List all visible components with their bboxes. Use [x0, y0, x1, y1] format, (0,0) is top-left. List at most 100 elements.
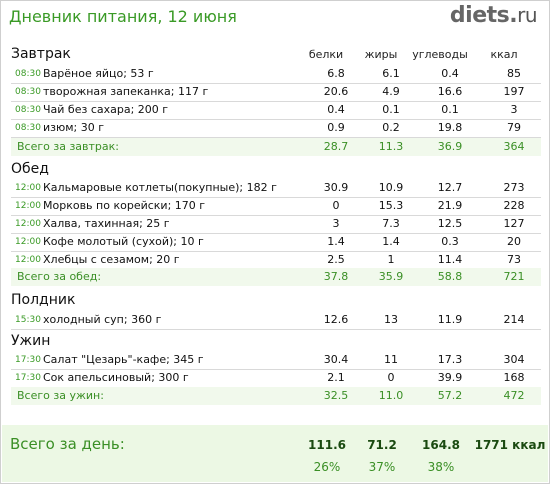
meal-title-snack: Полдник	[11, 292, 76, 308]
carbs-total: 57.2	[437, 389, 463, 402]
carbs-value: 0.3	[441, 235, 459, 248]
fat-value: 1.4	[382, 235, 400, 248]
table-row[interactable]: 12:00 Кофе молотый (сухой); 10 г 1.4 1.4…	[11, 233, 541, 252]
meal-title-breakfast: Завтрак	[11, 46, 71, 62]
kcal-value: 304	[503, 353, 525, 366]
time: 08:30	[15, 123, 41, 133]
logo-tld: ru	[517, 3, 537, 27]
table-row[interactable]: 15:30 холодный суп; 360 г 12.6 13 11.9 2…	[11, 311, 541, 330]
food-name: Морковь по корейски; 170 г	[43, 199, 206, 212]
fat-value: 1	[387, 253, 395, 266]
fat-value: 7.3	[382, 217, 400, 230]
carbs-value: 11.9	[437, 313, 463, 326]
time: 12:00	[15, 255, 41, 265]
time: 12:00	[15, 201, 41, 211]
protein-value: 2.1	[327, 371, 345, 384]
protein-value: 6.8	[327, 67, 345, 80]
table-row[interactable]: 08:30 изюм; 30 г 0.9 0.2 19.8 79	[11, 119, 541, 138]
protein-value: 0.9	[327, 121, 345, 134]
fat-total: 35.9	[378, 270, 404, 283]
meal-total-row: Всего за обед: 37.8 35.9 58.8 721	[11, 268, 541, 286]
logo-dot: .	[509, 3, 518, 28]
food-name: Хлебцы с сезамом; 20 г	[43, 253, 180, 266]
protein-value: 12.6	[323, 313, 349, 326]
table-row[interactable]: 12:00 Морковь по корейски; 170 г 0 15.3 …	[11, 197, 541, 216]
kcal-value: 127	[503, 217, 525, 230]
time: 08:30	[15, 87, 41, 97]
carbs-value: 21.9	[437, 199, 463, 212]
col-carbs-header: углеводы	[412, 48, 468, 61]
meal-total-row: Всего за ужин: 32.5 11.0 57.2 472	[11, 387, 541, 405]
day-fat-total: 71.2	[367, 438, 397, 452]
meal-total-label: Всего за ужин:	[17, 389, 104, 402]
protein-value: 1.4	[327, 235, 345, 248]
food-name: Варёное яйцо; 53 г	[43, 67, 154, 80]
page-title: Дневник питания, 12 июня	[9, 7, 237, 26]
table-row[interactable]: 08:30 творожная запеканка; 117 г 20.6 4.…	[11, 83, 541, 102]
table-row[interactable]: 17:30 Салат "Цезарь"-кафе; 345 г 30.4 11…	[11, 351, 541, 370]
day-carbs-total: 164.8	[422, 438, 460, 452]
day-kcal-total: 1771 ккал	[474, 438, 546, 452]
meal-title-lunch: Обед	[11, 161, 49, 177]
fat-value: 15.3	[378, 199, 404, 212]
table-row[interactable]: 17:30 Сок апельсиновый; 300 г 2.1 0 39.9…	[11, 369, 541, 388]
protein-total: 28.7	[323, 140, 349, 153]
protein-total: 32.5	[323, 389, 349, 402]
kcal-total: 721	[503, 270, 525, 283]
carbs-value: 12.7	[437, 181, 463, 194]
carbs-value: 0.4	[441, 67, 459, 80]
food-name: Салат "Цезарь"-кафе; 345 г	[43, 353, 204, 366]
time: 17:30	[15, 355, 41, 365]
day-carbs-percent: 38%	[427, 460, 455, 474]
food-name: холодный суп; 360 г	[43, 313, 162, 326]
kcal-value: 73	[507, 253, 521, 266]
protein-value: 0.4	[327, 103, 345, 116]
food-name: Чай без сахара; 200 г	[43, 103, 169, 116]
kcal-total: 472	[503, 389, 525, 402]
kcal-value: 20	[507, 235, 521, 248]
time: 12:00	[15, 219, 41, 229]
carbs-value: 16.6	[437, 85, 463, 98]
day-total-panel: Всего за день: 111.6 71.2 164.8 1771 кка…	[2, 425, 548, 482]
fat-value: 0	[387, 371, 395, 384]
protein-value: 20.6	[323, 85, 349, 98]
kcal-value: 228	[503, 199, 525, 212]
protein-value: 2.5	[327, 253, 345, 266]
col-fat-header: жиры	[364, 48, 398, 61]
kcal-value: 85	[507, 67, 521, 80]
time: 12:00	[15, 183, 41, 193]
kcal-value: 197	[503, 85, 525, 98]
kcal-total: 364	[503, 140, 525, 153]
kcal-value: 3	[510, 103, 518, 116]
site-logo[interactable]: diets.ru	[449, 3, 538, 28]
fat-value: 13	[384, 313, 398, 326]
table-row[interactable]: 12:00 Халва, тахинная; 25 г 3 7.3 12.5 1…	[11, 215, 541, 234]
carbs-value: 11.4	[437, 253, 463, 266]
protein-value: 3	[332, 217, 340, 230]
meal-total-row: Всего за завтрак: 28.7 11.3 36.9 364	[11, 138, 541, 156]
food-name: Кальмаровые котлеты(покупные); 182 г	[43, 181, 277, 194]
protein-value: 0	[332, 199, 340, 212]
protein-value: 30.9	[323, 181, 349, 194]
fat-value: 6.1	[382, 67, 400, 80]
food-name: Кофе молотый (сухой); 10 г	[43, 235, 204, 248]
fat-value: 0.1	[382, 103, 400, 116]
fat-total: 11.3	[378, 140, 404, 153]
food-name: Халва, тахинная; 25 г	[43, 217, 170, 230]
carbs-value: 0.1	[441, 103, 459, 116]
carbs-value: 19.8	[437, 121, 463, 134]
fat-value: 4.9	[382, 85, 400, 98]
food-name: изюм; 30 г	[43, 121, 105, 134]
fat-total: 11.0	[378, 389, 404, 402]
logo-main: diets	[449, 3, 510, 28]
table-row[interactable]: 08:30 Варёное яйцо; 53 г 6.8 6.1 0.4 85	[11, 65, 541, 84]
table-row[interactable]: 12:00 Кальмаровые котлеты(покупные); 182…	[11, 179, 541, 198]
carbs-total: 36.9	[437, 140, 463, 153]
kcal-value: 168	[503, 371, 525, 384]
time: 12:00	[15, 237, 41, 247]
carbs-value: 39.9	[437, 371, 463, 384]
time: 15:30	[15, 315, 41, 325]
table-row[interactable]: 08:30 Чай без сахара; 200 г 0.4 0.1 0.1 …	[11, 101, 541, 120]
meal-title-dinner: Ужин	[11, 333, 51, 349]
